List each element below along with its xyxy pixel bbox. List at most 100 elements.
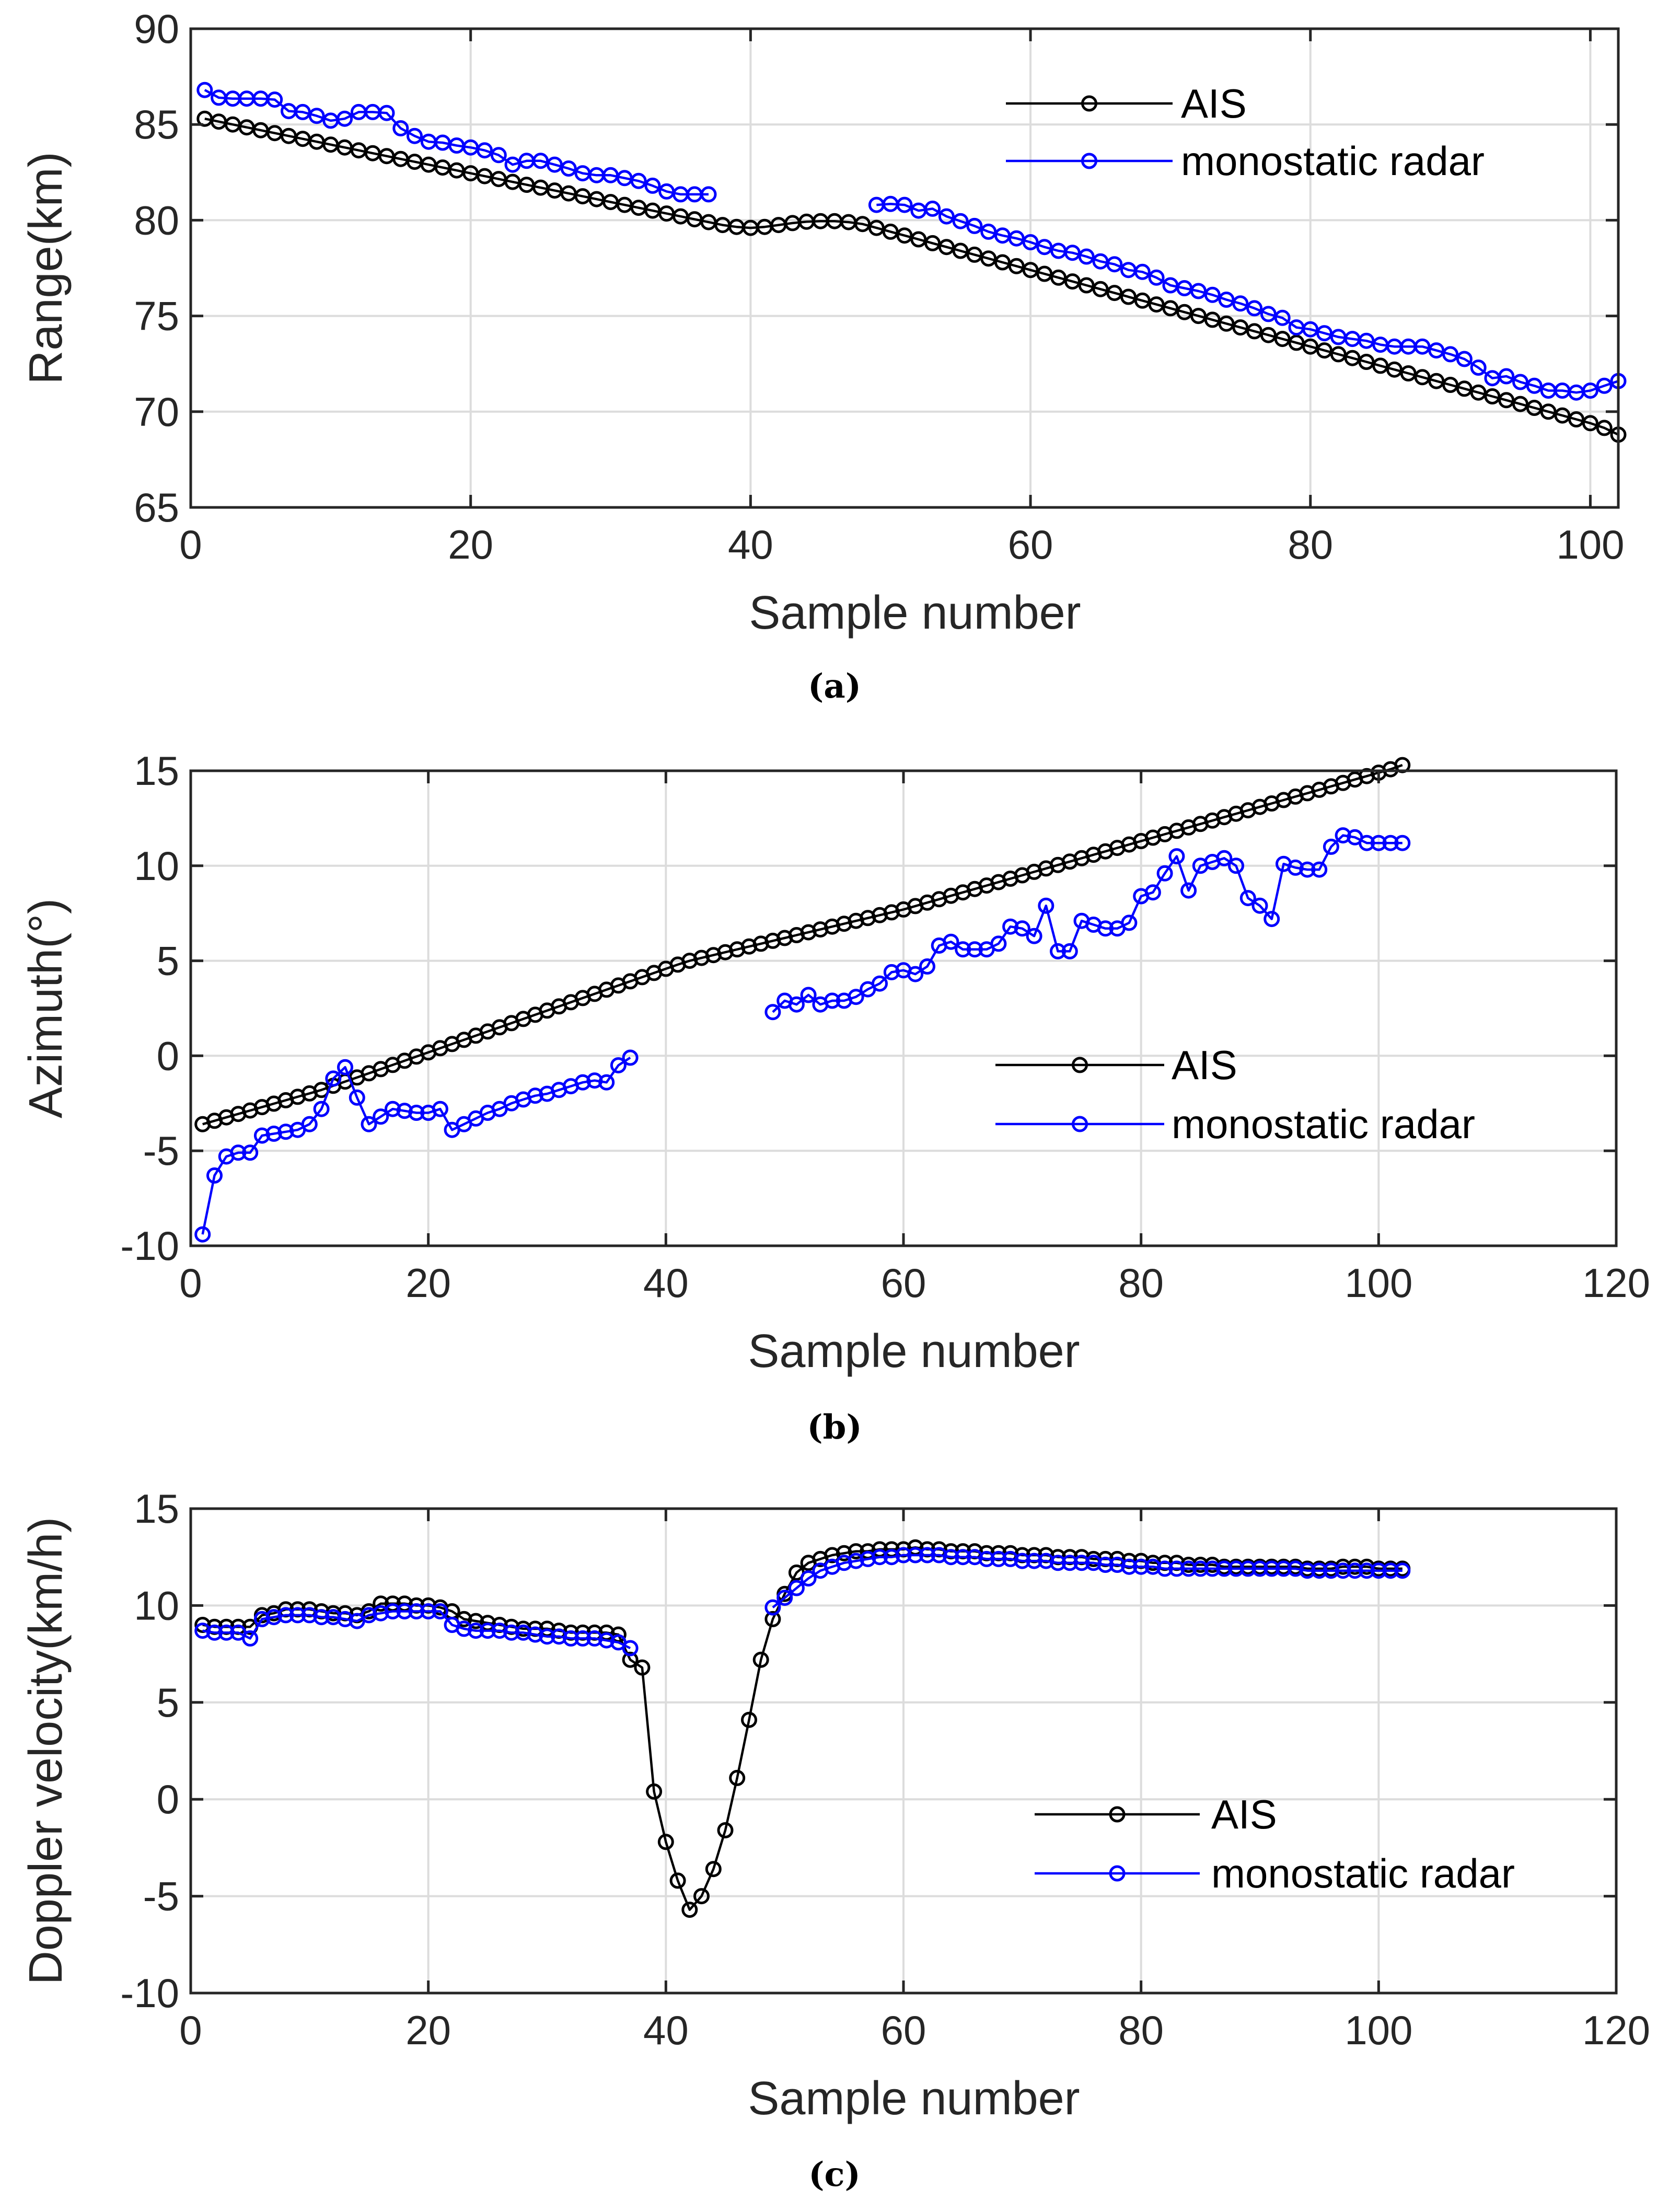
data-point: [729, 1769, 746, 1786]
data-point: [868, 219, 885, 236]
x-tick-label: 20: [405, 1260, 451, 1306]
data-point: [325, 1070, 342, 1087]
data-point: [1359, 835, 1375, 851]
legend-marker: [1072, 1057, 1088, 1073]
data-point: [1144, 884, 1161, 901]
data-point: [1190, 283, 1207, 299]
x-tick-label: 100: [1556, 522, 1624, 568]
data-point: [503, 1624, 520, 1641]
panel-caption: (b): [807, 1408, 862, 1447]
data-point: [824, 992, 841, 1009]
data-point: [196, 82, 213, 98]
data-point: [1372, 357, 1389, 374]
data-point: [490, 147, 507, 164]
data-point: [408, 1603, 425, 1619]
data-point: [563, 1630, 579, 1647]
data-point: [504, 156, 521, 173]
data-point: [764, 1599, 781, 1616]
data-point: [598, 1632, 615, 1649]
data-point: [622, 1651, 639, 1668]
legend: AIS monostatic radar: [995, 1042, 1475, 1147]
data-point: [301, 1607, 318, 1624]
data-point: [1168, 848, 1185, 865]
x-tick-label: 0: [179, 522, 202, 568]
x-tick-label: 40: [643, 2007, 689, 2053]
data-point: [361, 1116, 377, 1132]
data-point: [630, 172, 647, 189]
data-point: [1414, 338, 1431, 355]
y-tick-label: -10: [120, 1970, 179, 2016]
data-point: [194, 1226, 211, 1243]
data-point: [527, 1626, 543, 1643]
x-tick-label: 0: [179, 2007, 202, 2053]
data-point: [294, 103, 311, 120]
data-point: [1121, 1558, 1138, 1575]
data-point: [800, 1570, 817, 1586]
data-point: [717, 1822, 734, 1838]
data-point: [586, 1630, 603, 1647]
data-point: [373, 1605, 389, 1622]
data-point: [1232, 319, 1249, 336]
data-point: [1036, 239, 1053, 256]
data-point: [1316, 342, 1332, 359]
data-point: [1218, 315, 1235, 332]
data-point: [265, 1126, 282, 1142]
data-point: [546, 156, 563, 173]
y-axis-label: Azimuth(°): [20, 898, 72, 1118]
panel-caption: (c): [808, 2155, 861, 2194]
data-point: [337, 1611, 353, 1627]
data-point: [938, 239, 955, 256]
data-point: [477, 142, 493, 159]
data-point: [1050, 943, 1066, 959]
data-point: [872, 975, 888, 992]
x-tick-label: 20: [448, 522, 493, 568]
data-point: [1311, 861, 1328, 878]
data-point: [1121, 914, 1138, 931]
data-point: [1335, 827, 1351, 844]
data-point: [622, 1049, 639, 1066]
data-point: [1274, 309, 1291, 326]
data-point: [1299, 861, 1316, 878]
y-axis-label: Doppler velocity(km/h): [20, 1517, 72, 1985]
data-point: [206, 1624, 223, 1641]
data-point: [1394, 1562, 1411, 1579]
data-point: [527, 1087, 543, 1104]
data-point: [230, 1144, 247, 1161]
data-point: [385, 1603, 401, 1619]
panel-c-doppler: 0 20 40 60 80 100 120 -10 -5 0 5 10 15 Sample number D…: [20, 1486, 1650, 2194]
data-point: [378, 105, 395, 121]
data-point: [337, 1059, 353, 1075]
data-point: [1358, 354, 1375, 370]
data-point: [1120, 288, 1137, 305]
data-point: [574, 1074, 591, 1091]
data-point: [385, 1101, 401, 1117]
data-point: [994, 254, 1011, 271]
data-point: [1156, 1560, 1173, 1577]
y-tick-label: 5: [157, 1680, 179, 1725]
data-point: [931, 1547, 947, 1564]
data-point: [1456, 380, 1473, 397]
data-point: [1568, 411, 1585, 427]
x-tick-label: 80: [1288, 522, 1333, 568]
series-line: [204, 89, 709, 196]
data-point: [1302, 321, 1319, 338]
data-point: [1540, 403, 1557, 420]
series-monostatic-radar: [194, 1547, 1411, 1657]
data-point: [313, 1101, 330, 1117]
data-point: [1228, 1560, 1244, 1577]
data-point: [705, 1861, 722, 1878]
data-point: [788, 996, 805, 1013]
data-point: [1442, 377, 1459, 393]
data-point: [1168, 1560, 1185, 1577]
data-point: [1400, 365, 1417, 381]
data-point: [764, 1004, 781, 1021]
data-point: [1216, 850, 1233, 866]
legend-label: AIS: [1172, 1042, 1237, 1088]
data-point: [955, 1549, 971, 1566]
data-point: [373, 1595, 389, 1612]
data-point: [1526, 377, 1543, 394]
y-tick-label: -5: [143, 1873, 179, 1919]
data-point: [1148, 296, 1165, 313]
data-point: [1596, 377, 1613, 394]
data-point: [1038, 897, 1054, 914]
